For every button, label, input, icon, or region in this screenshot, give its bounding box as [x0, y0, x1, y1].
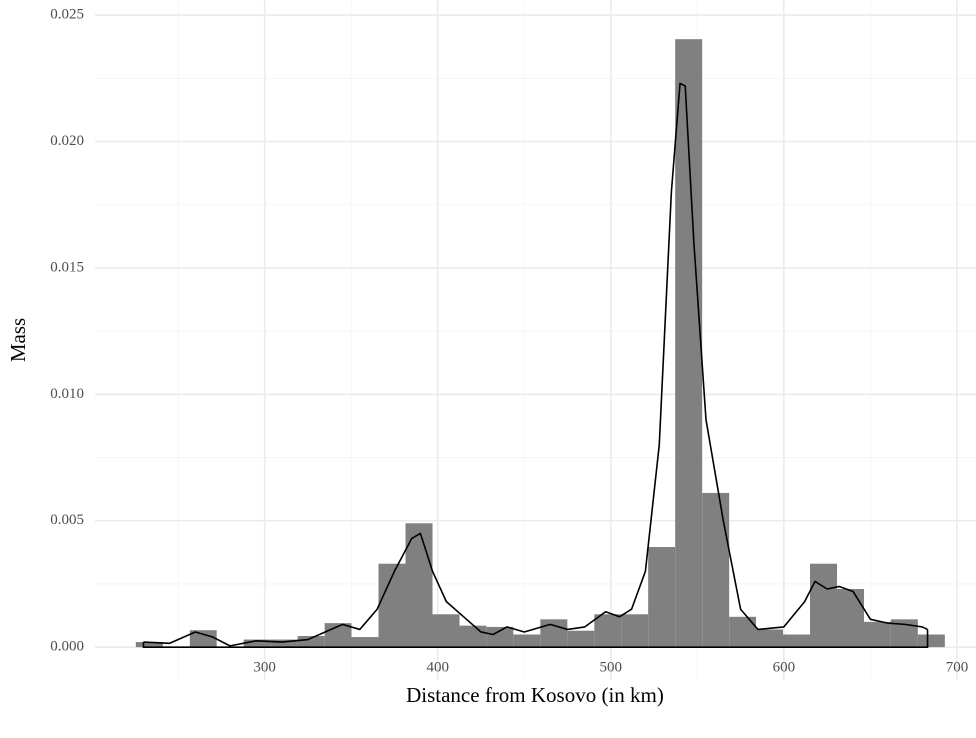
bar [675, 39, 703, 648]
bar [540, 619, 568, 648]
bar [756, 629, 784, 648]
bar [837, 588, 865, 648]
bar [297, 636, 325, 648]
bar [917, 634, 945, 648]
bar [783, 634, 811, 648]
bar [567, 630, 595, 648]
y-tick-label: 0.005 [50, 512, 84, 528]
bar [486, 626, 514, 648]
y-tick-label: 0.010 [50, 386, 84, 402]
bar [594, 614, 622, 648]
bar [702, 492, 730, 648]
y-tick-label: 0.000 [50, 639, 84, 655]
bar [270, 639, 298, 648]
x-tick-label: 500 [600, 659, 623, 675]
bar [810, 563, 838, 648]
bar [243, 639, 271, 648]
bar [135, 642, 163, 648]
y-tick-label: 0.020 [50, 133, 84, 149]
y-axis-title: Mass [6, 318, 30, 362]
x-tick-label: 700 [946, 659, 969, 675]
density-baseline [142, 629, 929, 648]
bar [459, 625, 487, 648]
y-tick-label: 0.025 [50, 7, 84, 23]
bar [189, 630, 217, 648]
density-line [143, 82, 928, 647]
bar [864, 621, 891, 648]
bar [621, 614, 649, 648]
x-tick-label: 400 [426, 659, 449, 675]
x-tick-label: 300 [253, 659, 276, 675]
bar [432, 614, 460, 648]
y-tick-label: 0.015 [50, 259, 84, 275]
x-axis-title: Distance from Kosovo (in km) [406, 683, 664, 707]
bar [648, 547, 676, 648]
x-tick-label: 600 [773, 659, 796, 675]
bar [405, 523, 433, 648]
bar [351, 637, 379, 648]
bar [513, 634, 541, 648]
